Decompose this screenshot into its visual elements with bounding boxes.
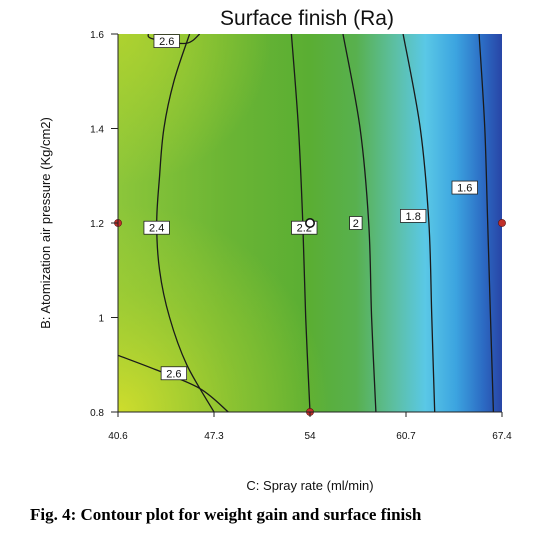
- x-axis: 40.6 47.3 54 60.7 67.4: [108, 411, 512, 442]
- contour-label: 2.6: [160, 366, 188, 380]
- y-tick-label: 1.4: [90, 125, 104, 136]
- contour-lines: [118, 34, 495, 412]
- contour-label: 1.8: [400, 209, 427, 223]
- y-tick-label: 1.6: [90, 30, 104, 41]
- x-tick-label: 67.4: [492, 431, 512, 442]
- chart-title: Surface finish (Ra): [220, 7, 394, 30]
- contour-label: 2: [349, 216, 363, 230]
- center-point: [304, 218, 315, 229]
- contour-label-text: 2.6: [166, 368, 181, 380]
- design-point: [498, 219, 506, 227]
- contour-line-1-6: [478, 34, 495, 412]
- y-axis-label: B: Atomization air pressure (Kg/cm2): [38, 117, 53, 329]
- contour-label-text: 1.8: [406, 211, 421, 223]
- contour-line-1-8: [402, 34, 436, 412]
- contour-label-text: 2.6: [159, 36, 174, 48]
- contour-label: 2.4: [143, 220, 170, 235]
- x-tick-label: 54: [304, 431, 316, 442]
- contour-line-2: [342, 34, 377, 412]
- x-axis-label: C: Spray rate (ml/min): [246, 478, 373, 493]
- contour-label: 1.6: [451, 180, 478, 195]
- contour-label-text: 2: [353, 218, 359, 230]
- y-tick-label: 0.8: [90, 408, 104, 419]
- x-tick-label: 40.6: [108, 431, 128, 442]
- figure-caption: Fig. 4: Contour plot for weight gain and…: [30, 505, 422, 524]
- y-tick-label: 1: [98, 314, 104, 325]
- x-tick-label: 47.3: [204, 431, 224, 442]
- y-axis: 0.8 1 1.2 1.4 1.6: [90, 30, 119, 419]
- contour-label-text: 1.6: [457, 183, 472, 195]
- contour-label-text: 2.4: [149, 223, 164, 235]
- y-tick-label: 1.2: [90, 219, 104, 230]
- contour-label: 2.6: [153, 34, 180, 48]
- plot-area: 2.62.4 2.2 21.81.62.6: [114, 34, 506, 416]
- x-tick-label: 60.7: [396, 431, 416, 442]
